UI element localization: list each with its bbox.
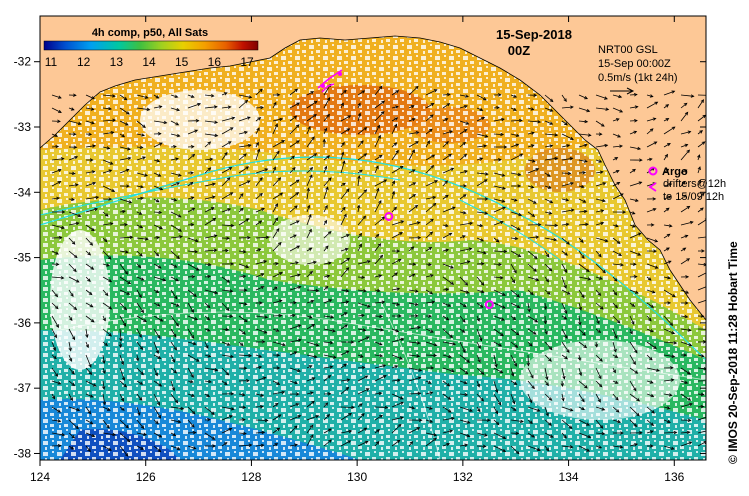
drifters-date-label: to 15/09 12h: [663, 191, 724, 203]
argo-label: Argo: [662, 166, 688, 178]
x-tick-label: 132: [453, 470, 473, 484]
x-tick-label: 128: [241, 470, 261, 484]
y-tick-label: -38: [14, 446, 32, 460]
argo-legend: Argo drifters@12h to 15/09 12h: [648, 166, 726, 203]
y-tick-label: -32: [14, 55, 32, 69]
drifter-track-icon: [648, 182, 657, 192]
plot-area: [40, 16, 706, 460]
vector-legend-scale: 0.5m/s (1kt 24h): [598, 72, 677, 84]
x-tick-label: 136: [664, 470, 684, 484]
colorbar-gradient: [43, 40, 259, 51]
colorbar-tick-label: 14: [142, 55, 156, 69]
argo-marker-icon: [648, 166, 658, 176]
time-title: 00Z: [508, 43, 530, 58]
vector-legend-source: NRT00 GSL: [598, 44, 658, 56]
x-tick-label: 134: [559, 470, 579, 484]
colorbar-tick-label: 16: [208, 55, 222, 69]
colorbar-tick-label: 12: [77, 55, 91, 69]
land-mass: [40, 16, 706, 321]
y-axis: -32 -33 -34 -35 -36 -37 -38: [14, 55, 706, 460]
vector-legend: NRT00 GSL 15-Sep 00:00Z 0.5m/s (1kt 24h): [598, 44, 677, 95]
x-tick-label: 130: [347, 470, 367, 484]
argo-floats: [384, 211, 494, 310]
x-axis: 124 126 128 130 132 134 136: [30, 16, 685, 484]
colorbar-tick-label: 15: [175, 55, 189, 69]
argo-drifter-tracks: [317, 69, 343, 93]
colorbar-tick-label: 13: [110, 55, 124, 69]
y-tick-label: -36: [14, 316, 32, 330]
imos-credit: © IMOS 20-Sep-2018 11:28 Hobart Time: [726, 241, 740, 464]
y-tick-label: -33: [14, 120, 32, 134]
current-vectors: [51, 83, 706, 457]
y-tick-label: -35: [14, 251, 32, 265]
date-title: 15-Sep-2018: [496, 27, 572, 42]
vector-legend-time: 15-Sep 00:00Z: [598, 58, 671, 70]
colorbar-tick-label: 11: [45, 55, 58, 69]
colorbar-tick-label: 17: [240, 55, 254, 69]
colorbar-title: 4h comp, p50, All Sats: [92, 27, 208, 39]
y-tick-label: -34: [14, 185, 32, 199]
colorbar: 4h comp, p50, All Sats 11 12 13 14 15 16 17: [43, 27, 259, 69]
argo-float-marker: [484, 300, 494, 310]
x-tick-label: 124: [30, 470, 50, 484]
argo-float-marker: [384, 211, 394, 221]
y-tick-label: -37: [14, 381, 32, 395]
x-tick-label: 126: [136, 470, 156, 484]
plot-frame: [39, 15, 707, 461]
drifters-label: drifters@12h: [663, 178, 726, 190]
